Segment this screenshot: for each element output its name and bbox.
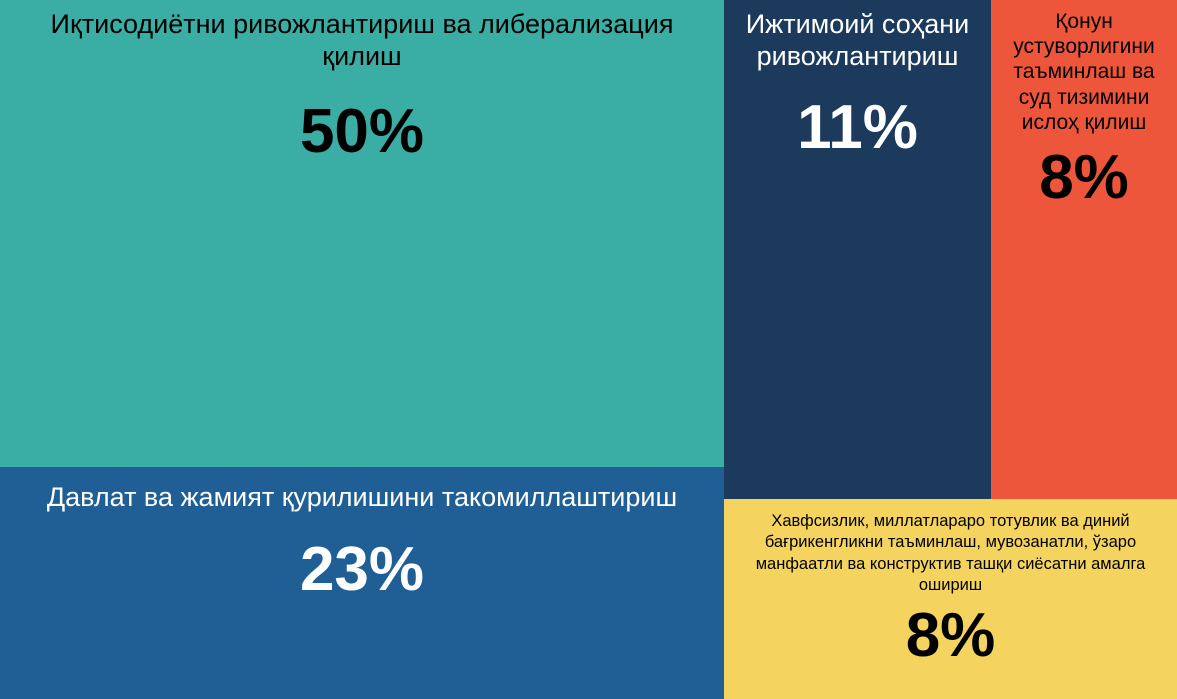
tile-label: Ижтимоий соҳани ривожлантириш [745,9,970,72]
treemap-tile-social-sphere: Ижтимоий соҳани ривожлантириш 11% [724,0,991,499]
treemap-tile-state-building: Давлат ва жамият қурилишини такомиллашти… [0,467,724,699]
tile-value: 8% [905,600,996,670]
treemap-tile-economy: Иқтисодиётни ривожлантириш ва либерализа… [0,0,724,467]
tile-value: 23% [299,535,425,605]
treemap-tile-rule-of-law: Қонун устуворлигини таъминлаш ва суд тиз… [991,0,1177,499]
tile-value: 11% [797,92,918,162]
tile-label: Хавфсизлик, миллатлараро тотувлик ва дин… [755,512,1146,595]
treemap-tile-security-foreign-policy: Хавфсизлик, миллатлараро тотувлик ва дин… [724,499,1177,699]
tile-label: Давлат ва жамият қурилишини такомиллашти… [46,482,678,512]
tile-value: 50% [299,96,425,166]
tile-label: Иқтисодиётни ривожлантириш ва либерализа… [50,9,674,72]
tile-label: Қонун устуворлигини таъминлаш ва суд тиз… [1013,10,1155,134]
tile-value: 8% [1039,142,1129,212]
